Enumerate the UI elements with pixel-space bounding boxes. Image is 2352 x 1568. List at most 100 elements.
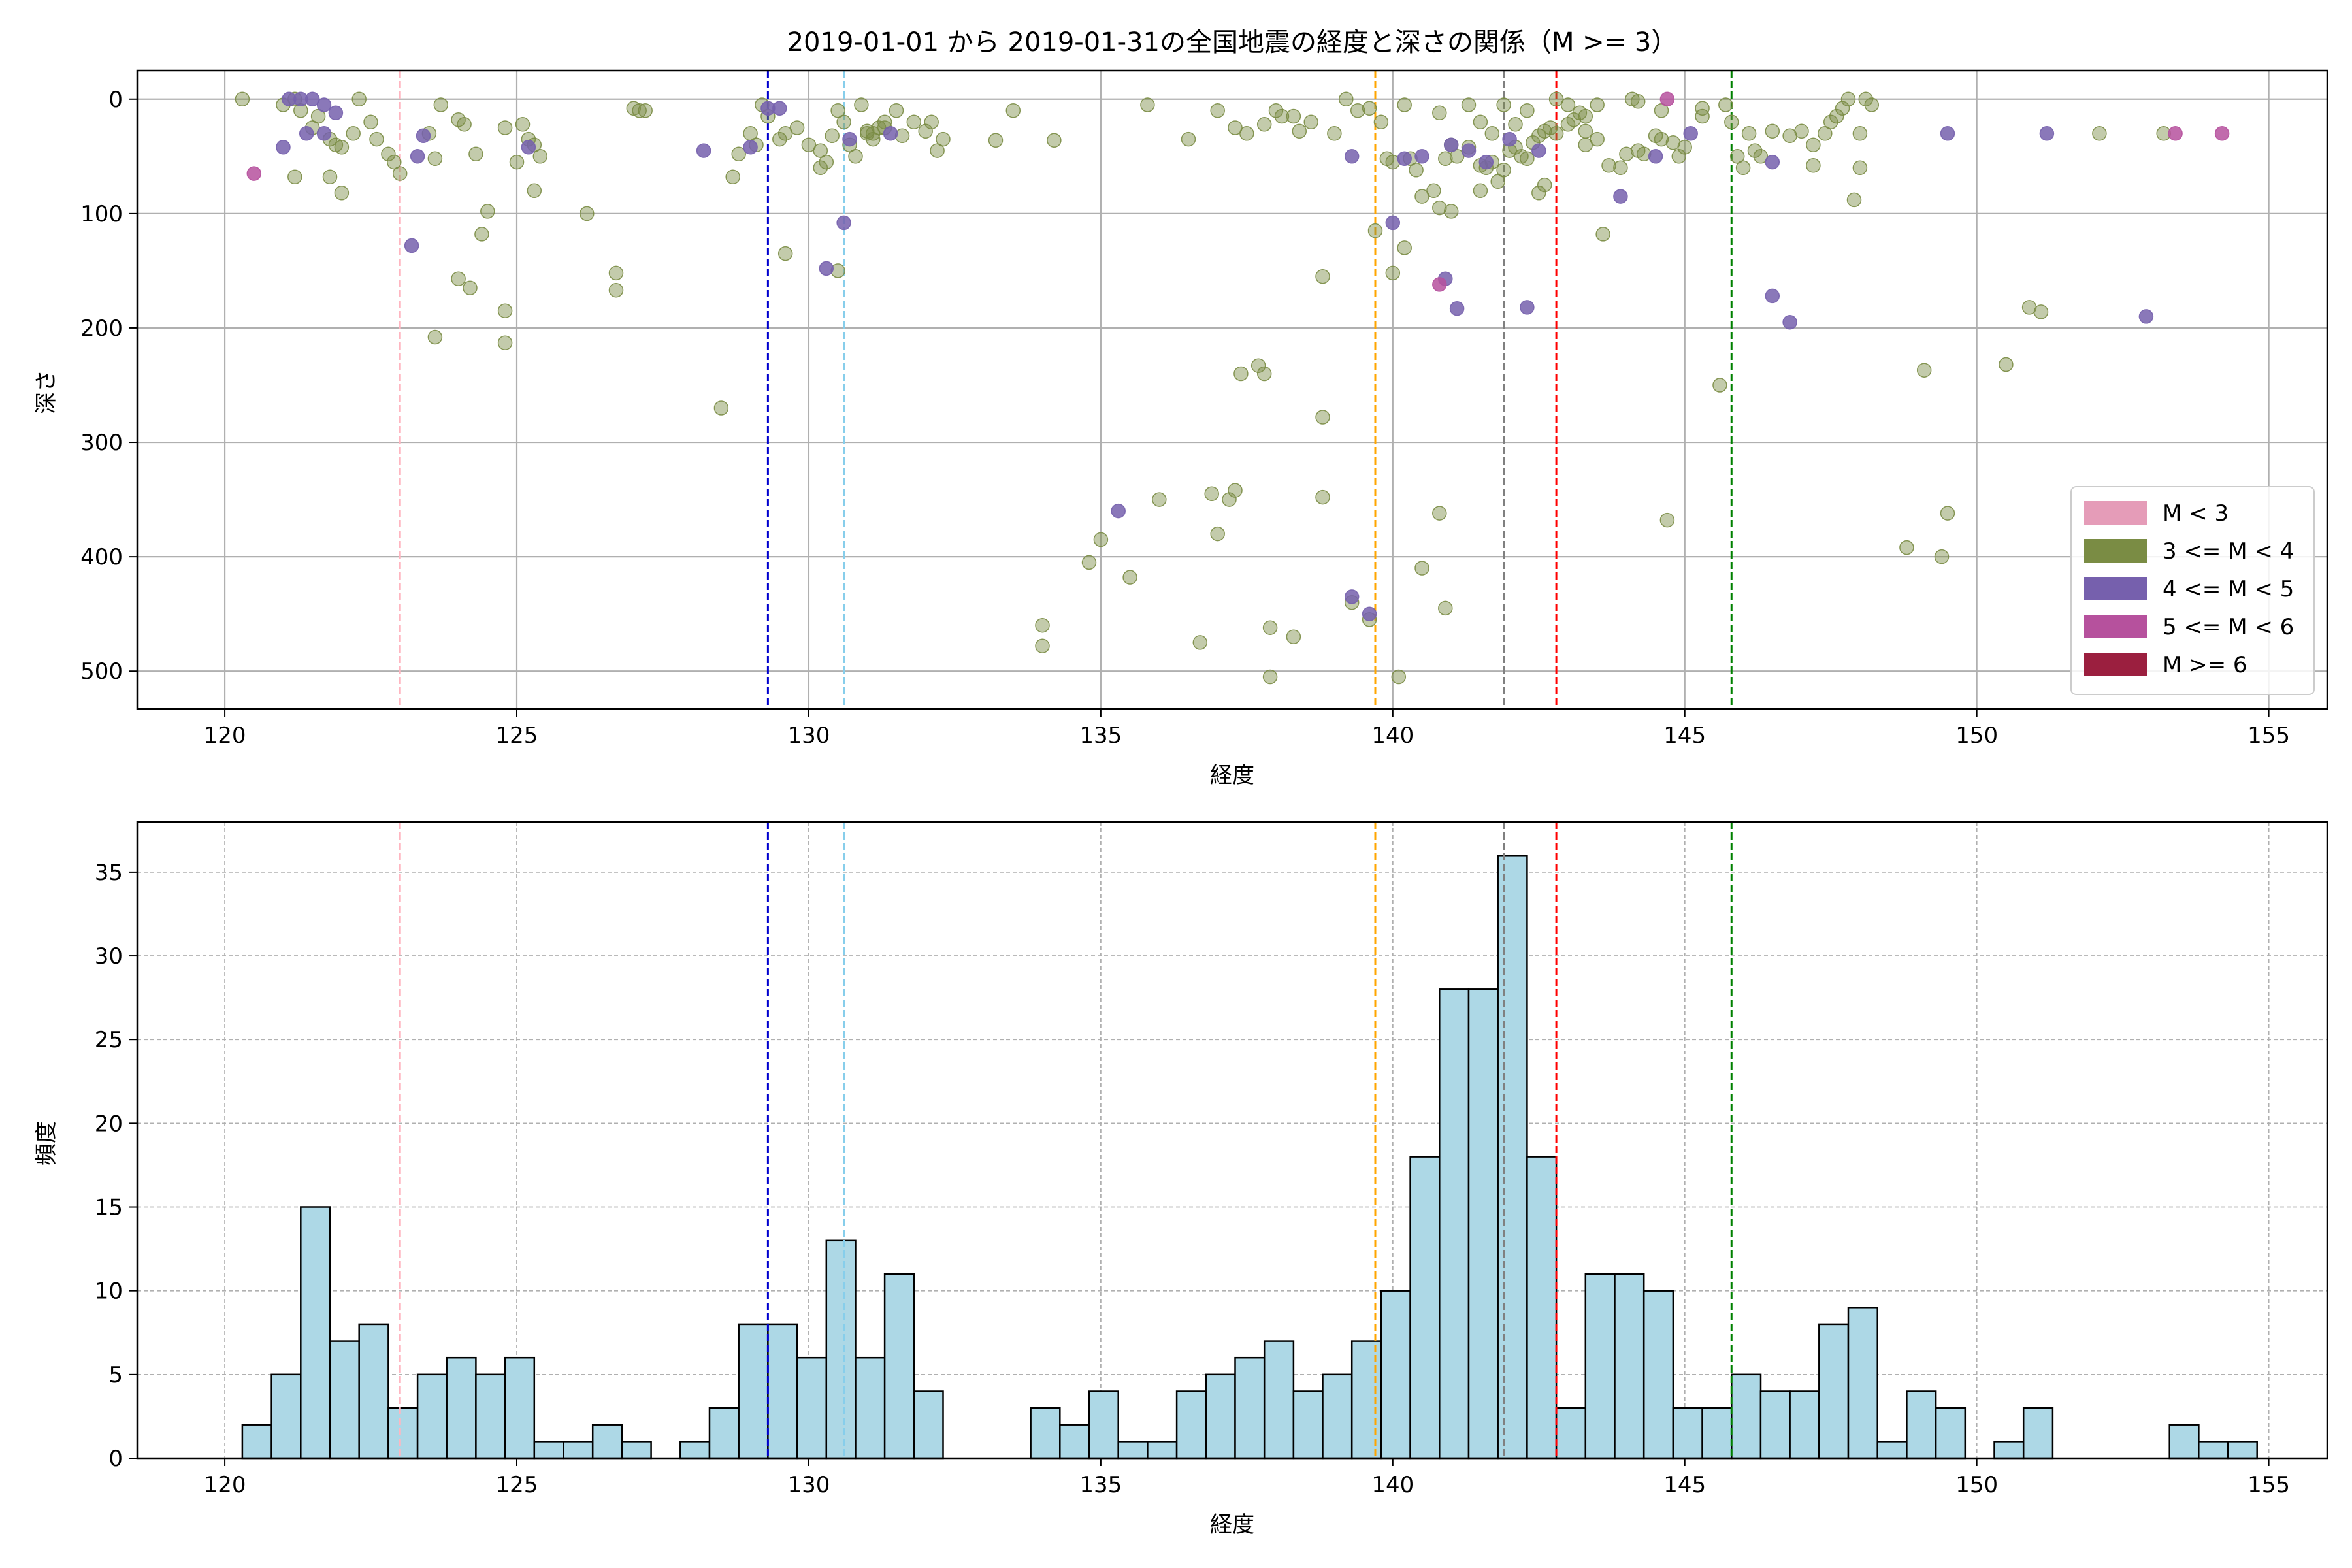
hist-bar [1205, 1373, 1236, 1460]
hist-bar [1234, 1356, 1266, 1460]
scatter-point [813, 160, 828, 176]
scatter-point [1286, 108, 1301, 124]
scatter-point [1432, 105, 1447, 121]
scatter-point [1327, 126, 1342, 141]
hist-bar [1292, 1390, 1324, 1460]
scatter-point [789, 120, 805, 135]
scatter-point [1303, 114, 1318, 130]
hist-ytick-label: 25 [95, 1027, 123, 1053]
legend-swatch [2084, 539, 2147, 563]
scatter-point [416, 128, 431, 144]
hist-bar [621, 1441, 652, 1460]
scatter-point [1548, 126, 1564, 141]
hist-bar [1409, 1156, 1441, 1460]
scatter-point [1806, 158, 1821, 173]
scatter-point [777, 246, 793, 261]
scatter-point [1514, 149, 1529, 164]
scatter-point [1729, 149, 1745, 164]
hist-bar [1642, 1290, 1674, 1460]
scatter-point [848, 149, 863, 164]
hist-bar [679, 1441, 711, 1460]
scatter-point [369, 131, 384, 147]
scatter-point [772, 101, 787, 116]
scatter-point [1414, 189, 1429, 204]
scatter-point [819, 261, 834, 276]
scatter-point [918, 123, 933, 139]
hist-xtick-label: 150 [1955, 1472, 1998, 1498]
hist-xtick-label: 120 [204, 1472, 246, 1498]
scatter-point [1601, 158, 1616, 173]
hist-ytick-label: 10 [95, 1279, 123, 1305]
scatter-point [1659, 512, 1675, 528]
scatter-xtick-label: 150 [1955, 723, 1998, 749]
legend-swatch [2084, 653, 2147, 676]
legend-swatch [2084, 501, 2147, 525]
scatter-point [1262, 669, 1278, 685]
hist-bar [416, 1373, 448, 1460]
scatter-point [287, 169, 302, 185]
hist-bar [825, 1239, 857, 1460]
scatter-point [1490, 174, 1505, 189]
scatter-point [1999, 357, 2014, 372]
hist-ytick-label: 35 [95, 860, 123, 886]
scatter-point [322, 169, 338, 185]
hist-bar [1906, 1390, 1937, 1460]
scatter-point [866, 131, 881, 147]
scatter-ytick-label: 400 [80, 544, 123, 570]
scatter-point [392, 166, 408, 181]
scatter-point [866, 126, 881, 141]
legend-label: M >= 6 [2163, 652, 2247, 678]
hist-bar [1059, 1424, 1090, 1460]
legend-label: 3 <= M < 4 [2163, 538, 2294, 564]
scatter-point [404, 238, 419, 253]
scatter-point [1695, 108, 1710, 124]
hist-ytick-label: 15 [95, 1195, 123, 1221]
scatter-xlabel: 経度 [1210, 762, 1254, 789]
scatter-point [451, 271, 466, 286]
scatter-point [1222, 492, 1237, 507]
hist-bar [1380, 1290, 1411, 1460]
scatter-point [1864, 97, 1880, 112]
scatter-point [346, 126, 361, 141]
scatter-point [451, 112, 466, 127]
scatter-point [1047, 133, 1062, 148]
scatter-point [433, 97, 449, 112]
scatter-point [1239, 126, 1254, 141]
hist-bar [300, 1206, 331, 1460]
scatter-point [532, 149, 548, 164]
hist-bar [1439, 988, 1470, 1460]
scatter-point [497, 303, 513, 318]
scatter-point [463, 280, 478, 295]
scatter-point [777, 126, 793, 141]
scatter-point [1449, 149, 1465, 164]
scatter-point [1747, 143, 1763, 158]
hist-bar [533, 1441, 564, 1460]
scatter-point [1250, 358, 1266, 373]
scatter-point [1531, 143, 1546, 158]
scatter-point [1659, 91, 1675, 107]
scatter-point [1934, 549, 1950, 564]
scatter-ytick-label: 200 [80, 316, 123, 342]
scatter-point [427, 329, 443, 345]
scatter-point [1035, 638, 1050, 653]
hist-bar [1350, 1340, 1382, 1460]
hist-bar [1555, 1407, 1587, 1460]
scatter-point [1256, 117, 1272, 132]
scatter-point [889, 103, 904, 118]
scatter-point [1432, 277, 1447, 292]
hist-ytick-label: 0 [108, 1446, 123, 1472]
scatter-point [842, 131, 857, 147]
scatter-point [304, 91, 320, 107]
scatter-point [713, 400, 729, 416]
legend-label: 5 <= M < 6 [2163, 614, 2294, 640]
scatter-point [1595, 227, 1610, 242]
scatter-point [1846, 192, 1862, 208]
scatter-point [1695, 101, 1710, 116]
scatter-point [772, 131, 787, 147]
scatter-point [334, 140, 350, 155]
scatter-point [468, 146, 483, 162]
scatter-point [1473, 183, 1488, 199]
scatter-point [1152, 492, 1167, 507]
hist-xtick-label: 125 [496, 1472, 538, 1498]
